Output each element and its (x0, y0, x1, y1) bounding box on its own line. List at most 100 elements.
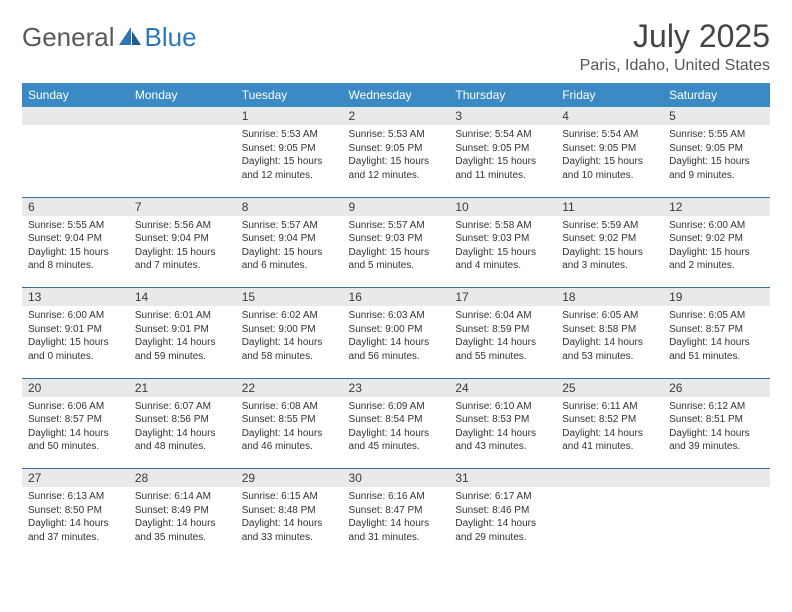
day-number: 29 (236, 469, 343, 488)
day-cell: Sunrise: 6:12 AMSunset: 8:51 PMDaylight:… (663, 397, 770, 469)
day-number-row: 6789101112 (22, 197, 770, 216)
day-cell (129, 125, 236, 197)
sunrise-text: Sunrise: 6:07 AM (135, 400, 230, 414)
daylight-text: Daylight: 14 hours (135, 336, 230, 350)
daylight-text: and 41 minutes. (562, 440, 657, 454)
sunrise-text: Sunrise: 5:58 AM (455, 219, 550, 233)
daylight-text: and 11 minutes. (455, 169, 550, 183)
day-number: 22 (236, 378, 343, 397)
day-number (663, 469, 770, 488)
daylight-text: Daylight: 15 hours (242, 246, 337, 260)
daylight-text: Daylight: 14 hours (669, 427, 764, 441)
sunset-text: Sunset: 9:05 PM (349, 142, 444, 156)
day-number: 7 (129, 197, 236, 216)
day-cell: Sunrise: 5:53 AMSunset: 9:05 PMDaylight:… (236, 125, 343, 197)
day-number: 30 (343, 469, 450, 488)
daylight-text: Daylight: 14 hours (242, 427, 337, 441)
sunset-text: Sunset: 9:04 PM (135, 232, 230, 246)
daylight-text: Daylight: 15 hours (28, 246, 123, 260)
sunrise-text: Sunrise: 5:57 AM (349, 219, 444, 233)
sunset-text: Sunset: 8:57 PM (669, 323, 764, 337)
day-cell: Sunrise: 5:59 AMSunset: 9:02 PMDaylight:… (556, 216, 663, 288)
daylight-text: and 45 minutes. (349, 440, 444, 454)
sunset-text: Sunset: 8:57 PM (28, 413, 123, 427)
daylight-text: and 8 minutes. (28, 259, 123, 273)
day-number: 24 (449, 378, 556, 397)
sunrise-text: Sunrise: 6:15 AM (242, 490, 337, 504)
sunset-text: Sunset: 9:01 PM (28, 323, 123, 337)
day-number: 20 (22, 378, 129, 397)
daylight-text: and 31 minutes. (349, 531, 444, 545)
sunrise-text: Sunrise: 6:11 AM (562, 400, 657, 414)
sunset-text: Sunset: 8:58 PM (562, 323, 657, 337)
daylight-text: and 33 minutes. (242, 531, 337, 545)
sunset-text: Sunset: 8:46 PM (455, 504, 550, 518)
sunrise-text: Sunrise: 5:53 AM (349, 128, 444, 142)
day-cell: Sunrise: 6:06 AMSunset: 8:57 PMDaylight:… (22, 397, 129, 469)
day-number: 5 (663, 107, 770, 125)
daylight-text: Daylight: 15 hours (562, 246, 657, 260)
daylight-text: and 29 minutes. (455, 531, 550, 545)
daylight-text: and 10 minutes. (562, 169, 657, 183)
daylight-text: Daylight: 15 hours (135, 246, 230, 260)
sunrise-text: Sunrise: 6:05 AM (562, 309, 657, 323)
title-block: July 2025 Paris, Idaho, United States (580, 18, 770, 75)
daylight-text: and 50 minutes. (28, 440, 123, 454)
sunset-text: Sunset: 8:47 PM (349, 504, 444, 518)
sunrise-text: Sunrise: 5:59 AM (562, 219, 657, 233)
day-cell: Sunrise: 6:03 AMSunset: 9:00 PMDaylight:… (343, 306, 450, 378)
day-cell: Sunrise: 6:17 AMSunset: 8:46 PMDaylight:… (449, 487, 556, 554)
day-number: 18 (556, 288, 663, 307)
day-number (22, 107, 129, 125)
logo: General Blue (22, 22, 197, 53)
daylight-text: and 37 minutes. (28, 531, 123, 545)
daylight-text: Daylight: 15 hours (669, 155, 764, 169)
day-cell: Sunrise: 6:16 AMSunset: 8:47 PMDaylight:… (343, 487, 450, 554)
day-number: 11 (556, 197, 663, 216)
daylight-text: and 12 minutes. (242, 169, 337, 183)
daylight-text: and 53 minutes. (562, 350, 657, 364)
day-number: 28 (129, 469, 236, 488)
daylight-text: and 59 minutes. (135, 350, 230, 364)
daylight-text: and 43 minutes. (455, 440, 550, 454)
daylight-text: Daylight: 14 hours (455, 427, 550, 441)
day-number: 19 (663, 288, 770, 307)
day-cell: Sunrise: 6:05 AMSunset: 8:58 PMDaylight:… (556, 306, 663, 378)
location: Paris, Idaho, United States (580, 57, 770, 75)
sunset-text: Sunset: 9:03 PM (349, 232, 444, 246)
sunset-text: Sunset: 9:04 PM (28, 232, 123, 246)
daylight-text: and 9 minutes. (669, 169, 764, 183)
day-cell: Sunrise: 6:13 AMSunset: 8:50 PMDaylight:… (22, 487, 129, 554)
day-number: 31 (449, 469, 556, 488)
daylight-text: and 7 minutes. (135, 259, 230, 273)
day-number: 17 (449, 288, 556, 307)
daylight-text: and 39 minutes. (669, 440, 764, 454)
month-title: July 2025 (580, 18, 770, 55)
sunrise-text: Sunrise: 6:17 AM (455, 490, 550, 504)
day-number: 9 (343, 197, 450, 216)
sunset-text: Sunset: 8:49 PM (135, 504, 230, 518)
day-cell: Sunrise: 5:58 AMSunset: 9:03 PMDaylight:… (449, 216, 556, 288)
sunset-text: Sunset: 9:02 PM (562, 232, 657, 246)
sunrise-text: Sunrise: 6:16 AM (349, 490, 444, 504)
sunset-text: Sunset: 9:04 PM (242, 232, 337, 246)
day-cell: Sunrise: 5:55 AMSunset: 9:04 PMDaylight:… (22, 216, 129, 288)
sunrise-text: Sunrise: 6:05 AM (669, 309, 764, 323)
daylight-text: Daylight: 14 hours (562, 427, 657, 441)
daylight-text: and 48 minutes. (135, 440, 230, 454)
sunrise-text: Sunrise: 6:04 AM (455, 309, 550, 323)
weekday-row: Sunday Monday Tuesday Wednesday Thursday… (22, 83, 770, 107)
sail-icon (117, 25, 143, 50)
day-cell: Sunrise: 6:05 AMSunset: 8:57 PMDaylight:… (663, 306, 770, 378)
day-number: 14 (129, 288, 236, 307)
daylight-text: Daylight: 14 hours (28, 427, 123, 441)
sunrise-text: Sunrise: 6:08 AM (242, 400, 337, 414)
day-number: 15 (236, 288, 343, 307)
daylight-text: and 51 minutes. (669, 350, 764, 364)
day-number: 3 (449, 107, 556, 125)
sunset-text: Sunset: 8:55 PM (242, 413, 337, 427)
day-number: 16 (343, 288, 450, 307)
sunrise-text: Sunrise: 5:54 AM (562, 128, 657, 142)
day-number: 13 (22, 288, 129, 307)
sunrise-text: Sunrise: 5:55 AM (28, 219, 123, 233)
